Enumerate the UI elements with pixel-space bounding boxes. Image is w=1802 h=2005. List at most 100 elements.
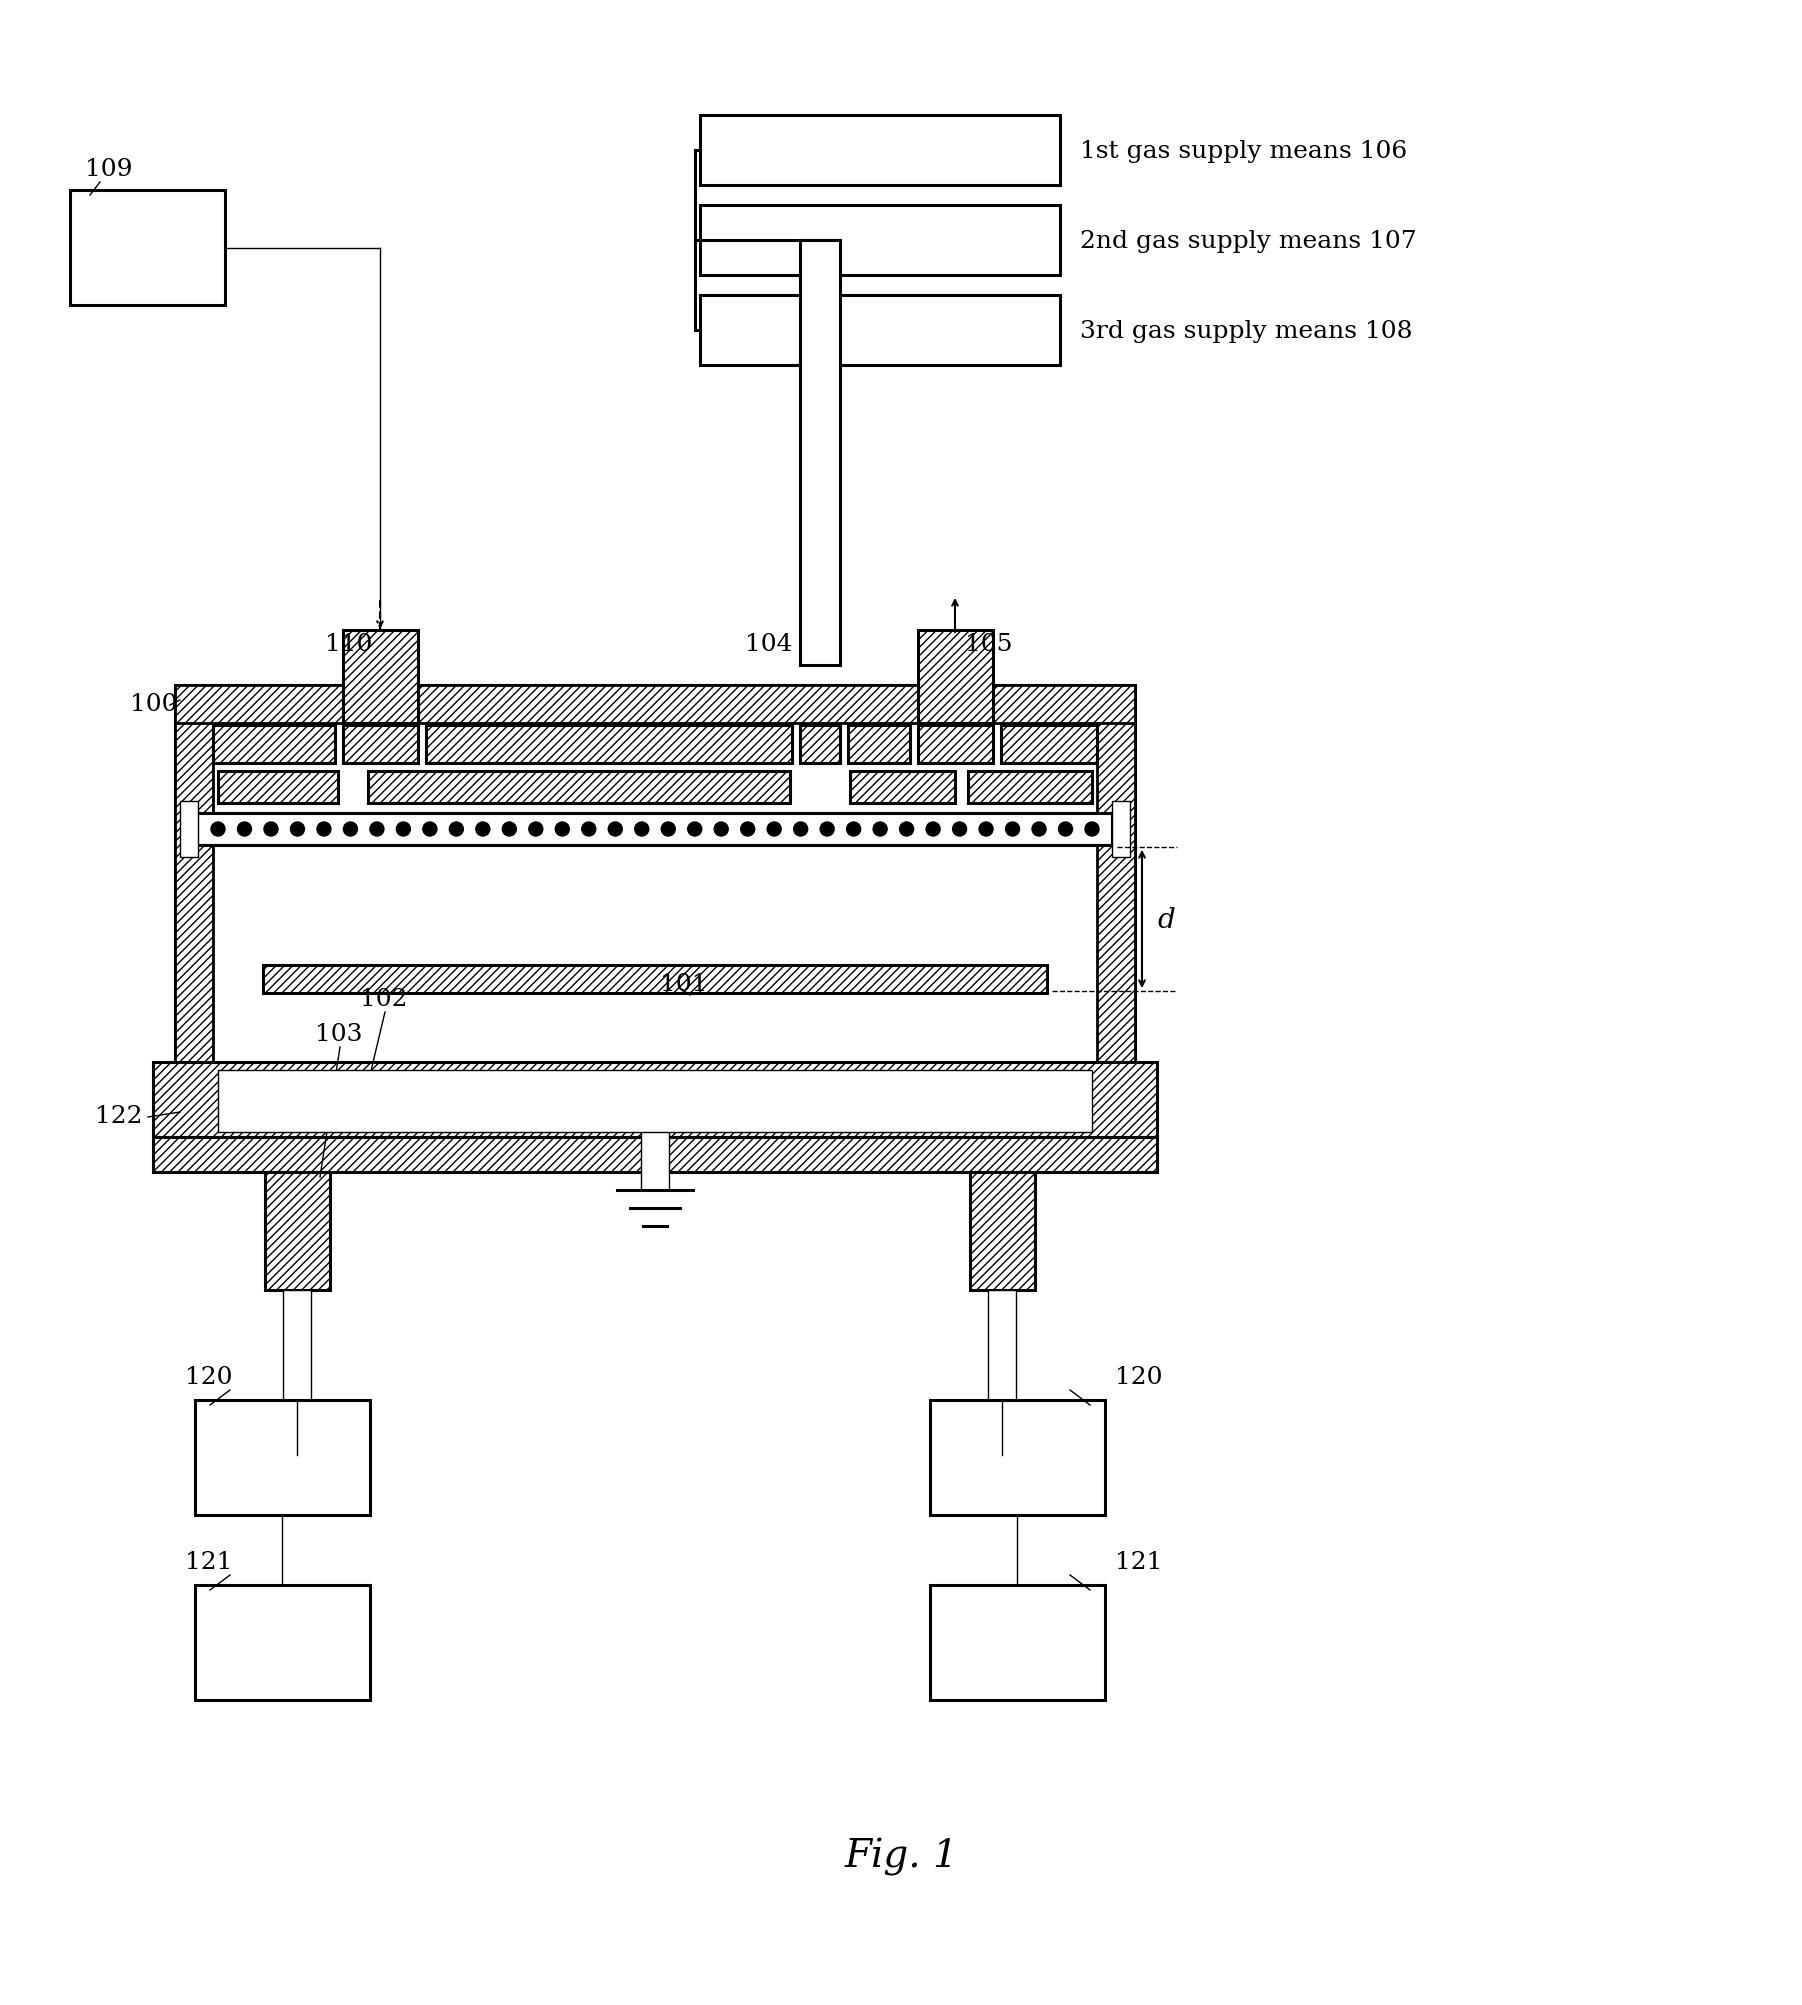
Text: 102: 102 <box>360 988 407 1011</box>
Circle shape <box>899 822 914 836</box>
Text: 122: 122 <box>96 1105 142 1127</box>
Circle shape <box>263 822 278 836</box>
Bar <box>342 632 418 724</box>
Bar <box>425 726 793 764</box>
Bar <box>969 1173 1034 1291</box>
Circle shape <box>874 822 887 836</box>
Bar <box>195 1586 369 1700</box>
Bar <box>213 726 335 764</box>
Circle shape <box>555 822 569 836</box>
Circle shape <box>449 822 463 836</box>
Text: 103: 103 <box>315 1023 362 1045</box>
Circle shape <box>768 822 782 836</box>
Text: 2nd gas supply means 107: 2nd gas supply means 107 <box>1079 229 1416 253</box>
Circle shape <box>290 822 305 836</box>
Circle shape <box>396 822 411 836</box>
Bar <box>175 686 213 1105</box>
Circle shape <box>688 822 701 836</box>
Text: Fig. 1: Fig. 1 <box>843 1837 959 1875</box>
Bar <box>368 772 789 804</box>
Bar <box>153 1063 1157 1137</box>
Bar <box>699 116 1060 186</box>
Bar <box>342 632 418 724</box>
Bar <box>153 1063 1157 1137</box>
Circle shape <box>1058 822 1072 836</box>
Text: 109: 109 <box>85 158 133 180</box>
Circle shape <box>793 822 807 836</box>
Text: 120: 120 <box>186 1365 232 1387</box>
Bar <box>851 772 955 804</box>
Bar <box>195 1399 369 1516</box>
Circle shape <box>369 822 384 836</box>
Circle shape <box>978 822 993 836</box>
Bar <box>1112 802 1130 858</box>
Bar <box>851 772 955 804</box>
Circle shape <box>211 822 225 836</box>
Bar <box>218 772 339 804</box>
Circle shape <box>634 822 649 836</box>
Text: 104: 104 <box>744 634 793 656</box>
Circle shape <box>714 822 728 836</box>
Circle shape <box>528 822 542 836</box>
Circle shape <box>953 822 966 836</box>
Bar <box>342 726 418 764</box>
Bar <box>930 1586 1105 1700</box>
Text: 3rd gas supply means 108: 3rd gas supply means 108 <box>1079 319 1413 343</box>
Circle shape <box>344 822 357 836</box>
Bar <box>198 814 1112 846</box>
Circle shape <box>238 822 252 836</box>
Bar <box>342 726 418 764</box>
Circle shape <box>317 822 332 836</box>
Circle shape <box>847 822 861 836</box>
Bar <box>263 966 1047 994</box>
Bar <box>930 1399 1105 1516</box>
Circle shape <box>503 822 517 836</box>
Bar <box>917 726 993 764</box>
Bar <box>153 1137 1157 1173</box>
Circle shape <box>476 822 490 836</box>
Bar <box>800 726 840 764</box>
Bar <box>283 1291 312 1456</box>
Bar <box>425 726 793 764</box>
Text: 110: 110 <box>324 634 373 656</box>
Bar <box>218 772 339 804</box>
Bar <box>917 632 993 724</box>
Bar <box>987 1291 1016 1456</box>
Text: 1st gas supply means 106: 1st gas supply means 106 <box>1079 140 1407 162</box>
Bar <box>263 966 1047 994</box>
Bar <box>699 207 1060 277</box>
Text: 121: 121 <box>1115 1550 1162 1574</box>
Bar <box>175 686 1135 724</box>
Bar <box>175 686 1135 1105</box>
Bar <box>180 802 198 858</box>
Circle shape <box>1033 822 1045 836</box>
Circle shape <box>1085 822 1099 836</box>
Bar <box>1000 726 1097 764</box>
Text: 100: 100 <box>130 692 178 716</box>
Bar <box>642 1105 669 1191</box>
Bar <box>368 772 789 804</box>
Bar <box>265 1173 330 1291</box>
Bar <box>800 241 840 666</box>
Bar <box>218 1071 1092 1133</box>
Circle shape <box>661 822 676 836</box>
Bar <box>968 772 1092 804</box>
Bar <box>1000 726 1097 764</box>
Bar <box>265 1173 330 1291</box>
Bar <box>917 726 993 764</box>
Bar <box>969 1173 1034 1291</box>
Bar <box>70 190 225 307</box>
Bar <box>699 297 1060 365</box>
Bar <box>213 726 335 764</box>
Bar <box>849 726 910 764</box>
Text: 101: 101 <box>660 972 708 996</box>
Circle shape <box>582 822 596 836</box>
Text: 120: 120 <box>1115 1365 1162 1387</box>
Text: d: d <box>1157 906 1175 932</box>
Bar <box>1097 686 1135 1105</box>
Circle shape <box>820 822 834 836</box>
Text: 105: 105 <box>966 634 1013 656</box>
Circle shape <box>741 822 755 836</box>
Bar <box>917 632 993 724</box>
Bar <box>800 726 840 764</box>
